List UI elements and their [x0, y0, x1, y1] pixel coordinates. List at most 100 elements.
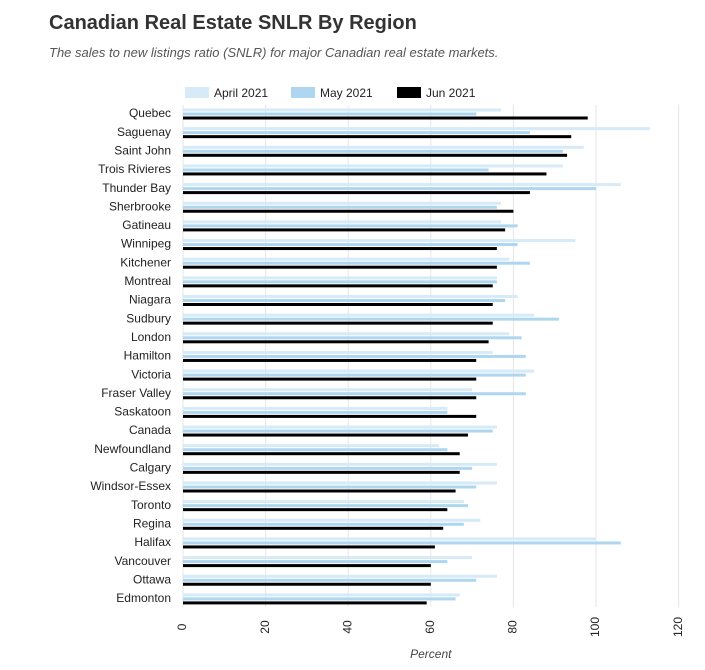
x-tick-label: 120 [671, 617, 685, 637]
chart-subtitle: The sales to new listings ratio (SNLR) f… [49, 45, 499, 60]
bar [183, 481, 497, 485]
bar [183, 541, 621, 545]
bar [183, 350, 493, 354]
bar [183, 582, 431, 586]
bar [183, 280, 497, 284]
bar [183, 358, 477, 362]
category-label: Niagara [129, 293, 171, 307]
bar [183, 392, 526, 396]
category-label: Winnipeg [121, 237, 171, 251]
bar [183, 108, 502, 112]
bar [183, 444, 440, 448]
bar [183, 321, 493, 325]
bar [183, 448, 448, 452]
bar [183, 556, 473, 560]
bar [183, 354, 526, 358]
bar [183, 224, 518, 228]
bar [183, 247, 497, 251]
bar [183, 373, 526, 377]
bar [183, 466, 473, 470]
x-tick-label: 60 [423, 620, 437, 634]
category-label: Edmonton [116, 591, 171, 605]
bar [183, 489, 456, 493]
bar [183, 597, 456, 601]
x-axis-label: Percent [410, 647, 452, 661]
bar [183, 164, 563, 168]
legend-label: May 2021 [320, 86, 373, 100]
bar [183, 410, 448, 414]
category-label: Vancouver [115, 554, 171, 568]
bar [183, 168, 489, 172]
category-label: Windsor-Essex [90, 479, 171, 493]
bar [183, 239, 576, 243]
category-label: Canada [129, 423, 171, 437]
x-tick-label: 100 [588, 617, 602, 637]
bar [183, 153, 568, 157]
bar [183, 406, 448, 410]
bar [183, 388, 473, 392]
legend-label: Jun 2021 [426, 86, 476, 100]
category-label: Fraser Valley [101, 386, 171, 400]
bar [183, 574, 497, 578]
category-label: Toronto [131, 498, 171, 512]
bar [183, 526, 444, 530]
bar [183, 500, 464, 504]
bar [183, 317, 559, 321]
bar [183, 116, 588, 120]
bar [183, 601, 427, 605]
bar [183, 564, 431, 568]
bar [183, 504, 468, 508]
bar [183, 518, 481, 522]
category-label: Hamilton [124, 349, 171, 363]
bar [183, 332, 510, 336]
category-label: Quebec [129, 106, 171, 120]
category-label: Ottawa [133, 572, 171, 586]
bar [183, 452, 460, 456]
legend-swatch [291, 87, 315, 98]
bar [183, 470, 460, 474]
bar [183, 414, 477, 418]
bar [183, 131, 530, 135]
bar [183, 369, 535, 373]
x-tick-label: 40 [340, 620, 354, 634]
bar [183, 209, 514, 213]
bar [183, 295, 518, 298]
bar [183, 299, 506, 302]
category-label: Sherbrooke [109, 199, 171, 213]
bar [183, 228, 506, 232]
bar [183, 578, 477, 582]
legend-swatch [397, 87, 421, 98]
category-label: Saint John [114, 143, 171, 157]
bar [183, 191, 530, 195]
x-tick-label: 20 [258, 620, 272, 634]
bar [183, 593, 460, 597]
bar [183, 205, 497, 209]
category-label: Regina [133, 516, 171, 530]
bar [183, 429, 493, 433]
bar [183, 303, 493, 306]
category-label: Trois Rivieres [98, 162, 171, 176]
bar [183, 183, 621, 187]
category-label: Saskatoon [114, 405, 171, 419]
bar [183, 425, 497, 429]
x-tick-label: 0 [175, 623, 189, 630]
bar [183, 313, 535, 317]
bar [183, 127, 650, 131]
category-label: Calgary [130, 461, 171, 475]
bar [183, 135, 572, 139]
bar [183, 284, 493, 288]
category-label: Halifax [134, 535, 171, 549]
category-label: Kitchener [120, 255, 171, 269]
bar [183, 201, 502, 205]
bar [183, 149, 563, 153]
bar [183, 396, 477, 400]
category-label: Saguenay [117, 125, 171, 139]
legend-swatch [185, 87, 209, 98]
chart-title: Canadian Real Estate SNLR By Region [49, 12, 417, 34]
bar [183, 377, 477, 381]
bar [183, 336, 522, 340]
category-label: Gatineau [122, 218, 171, 232]
category-label: Sudbury [126, 311, 171, 325]
